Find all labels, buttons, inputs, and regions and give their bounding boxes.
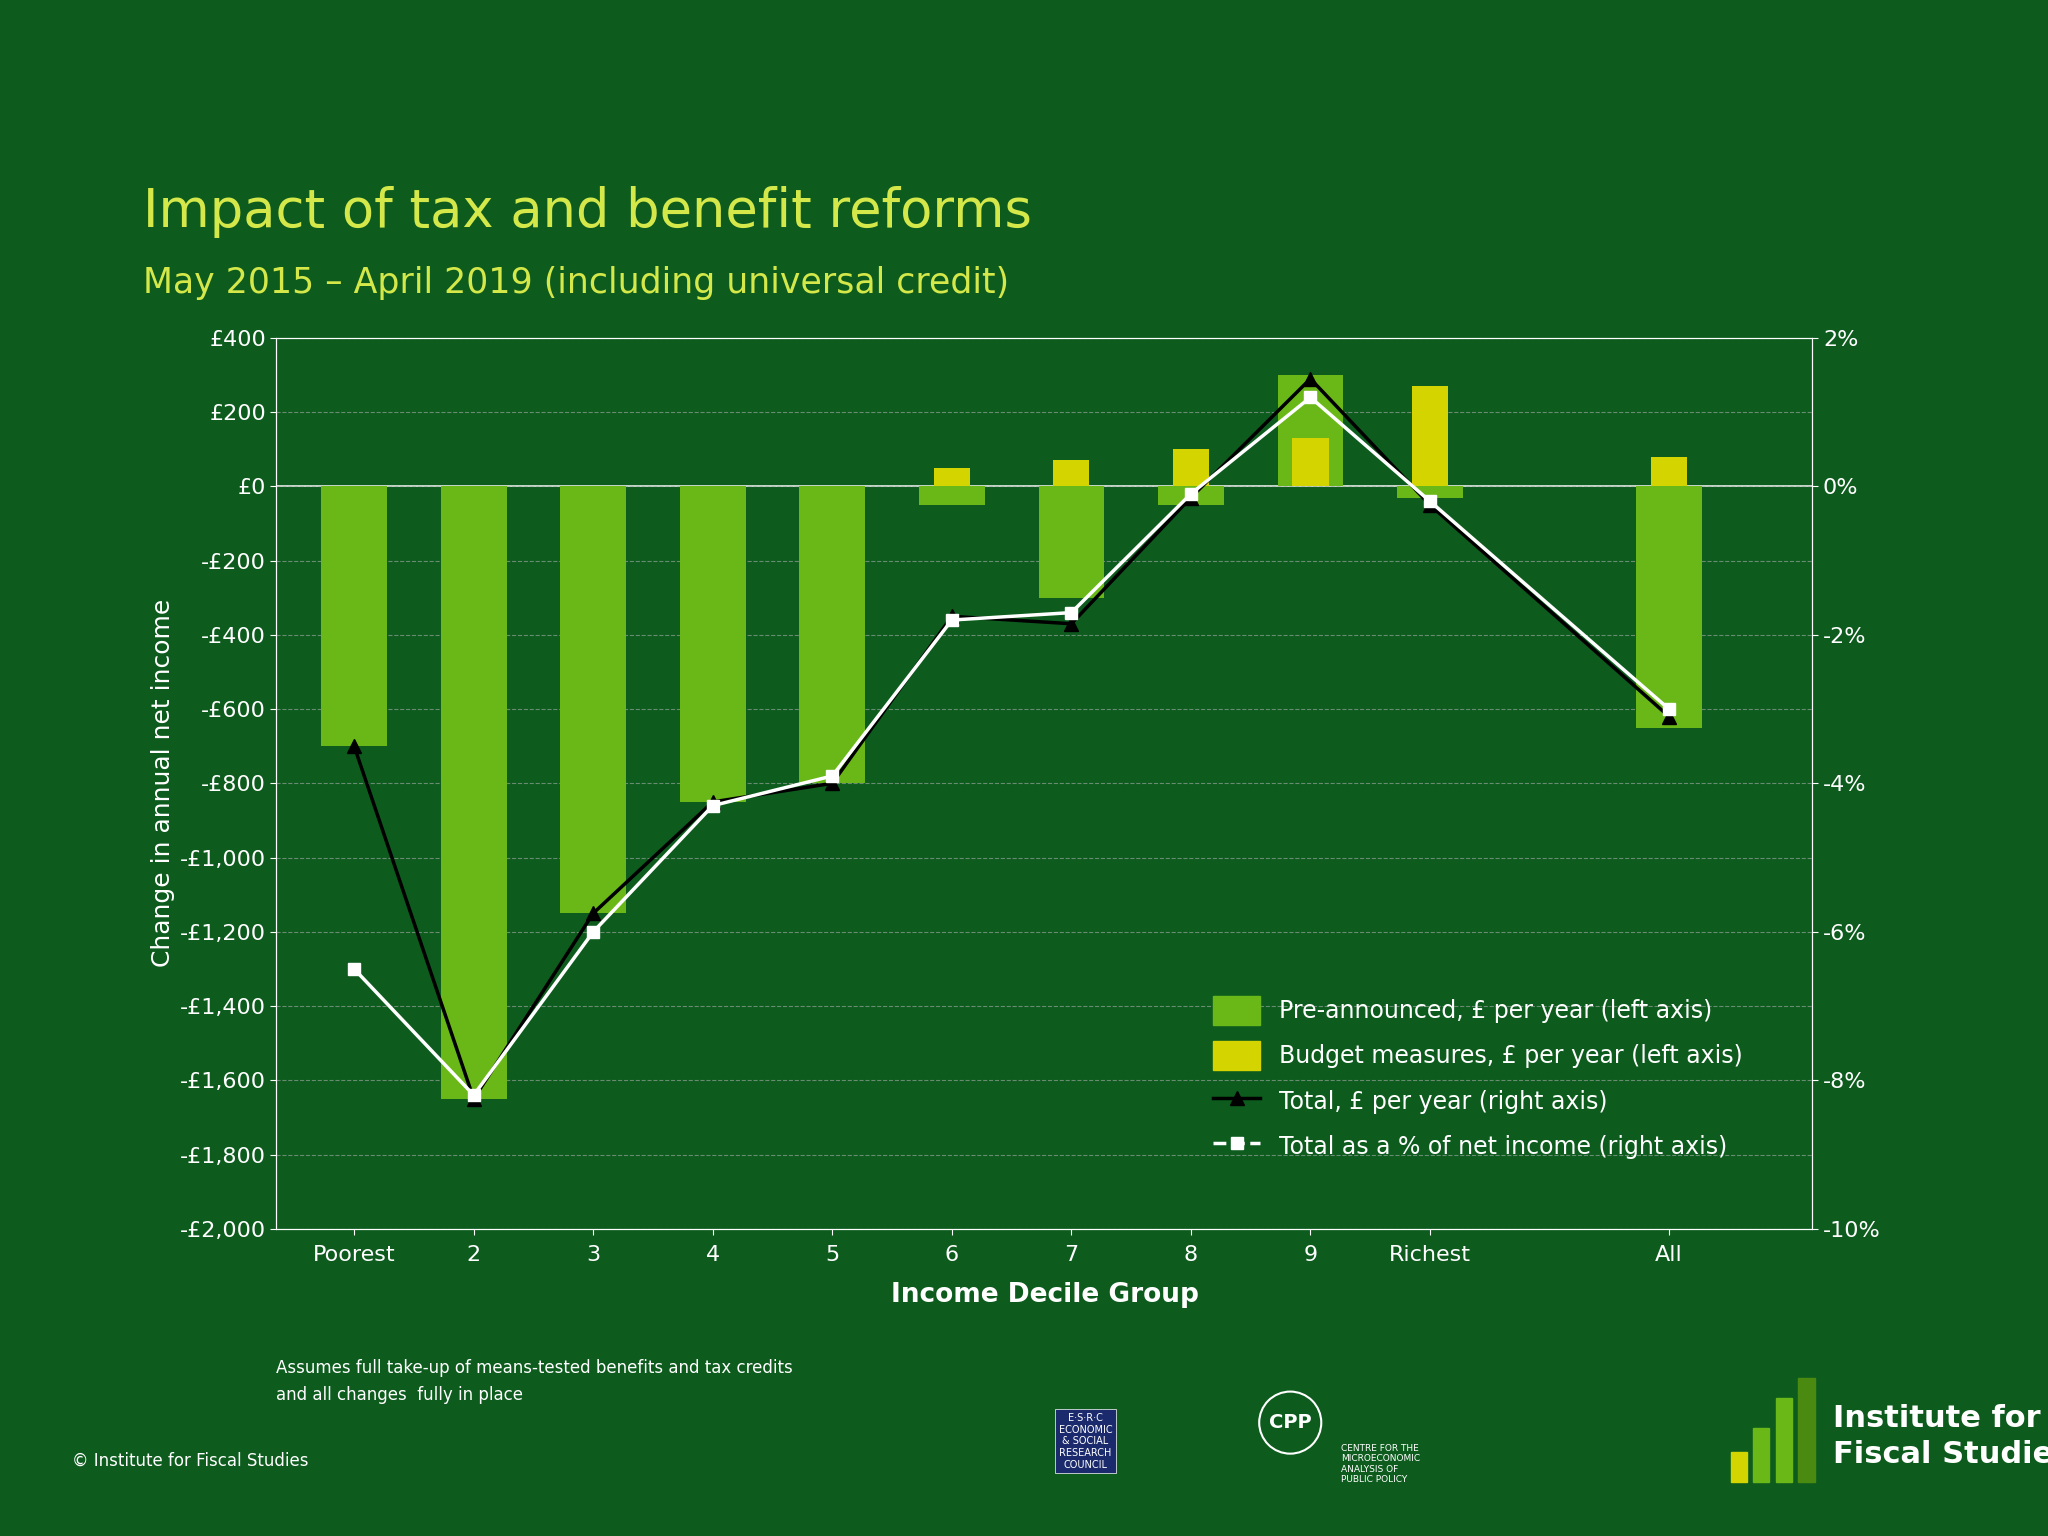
Y-axis label: Change in annual net income: Change in annual net income xyxy=(152,599,176,968)
Bar xyxy=(1411,386,1448,487)
Text: © Institute for Fiscal Studies: © Institute for Fiscal Studies xyxy=(72,1452,307,1470)
Bar xyxy=(322,487,387,746)
Bar xyxy=(561,487,627,914)
Text: May 2015 – April 2019 (including universal credit): May 2015 – April 2019 (including univers… xyxy=(143,266,1010,300)
Text: CPP: CPP xyxy=(1270,1413,1311,1432)
Bar xyxy=(1278,375,1343,487)
Bar xyxy=(920,487,985,505)
Text: E·S·R·C
ECONOMIC
& SOCIAL
RESEARCH
COUNCIL: E·S·R·C ECONOMIC & SOCIAL RESEARCH COUNC… xyxy=(1059,1413,1112,1470)
Bar xyxy=(1651,456,1688,487)
Legend: Pre-announced, £ per year (left axis), Budget measures, £ per year (left axis), : Pre-announced, £ per year (left axis), B… xyxy=(1200,985,1755,1172)
Bar xyxy=(1174,450,1208,487)
Bar xyxy=(680,487,745,802)
Bar xyxy=(799,487,864,783)
Bar xyxy=(1157,487,1225,505)
Bar xyxy=(1053,461,1090,487)
Text: Institute for
Fiscal Studies: Institute for Fiscal Studies xyxy=(1833,1404,2048,1468)
Bar xyxy=(1636,487,1702,728)
Text: Assumes full take-up of means-tested benefits and tax credits
and all changes  f: Assumes full take-up of means-tested ben… xyxy=(276,1359,793,1404)
Bar xyxy=(1038,487,1104,598)
Text: Impact of tax and benefit reforms: Impact of tax and benefit reforms xyxy=(143,186,1032,238)
Text: CENTRE FOR THE
MICROECONOMIC
ANALYSIS OF
PUBLIC POLICY: CENTRE FOR THE MICROECONOMIC ANALYSIS OF… xyxy=(1341,1444,1421,1484)
Bar xyxy=(1292,438,1329,487)
Bar xyxy=(934,468,971,487)
Bar xyxy=(440,487,506,1098)
X-axis label: Income Decile Group: Income Decile Group xyxy=(891,1283,1198,1309)
Bar xyxy=(1397,487,1462,498)
